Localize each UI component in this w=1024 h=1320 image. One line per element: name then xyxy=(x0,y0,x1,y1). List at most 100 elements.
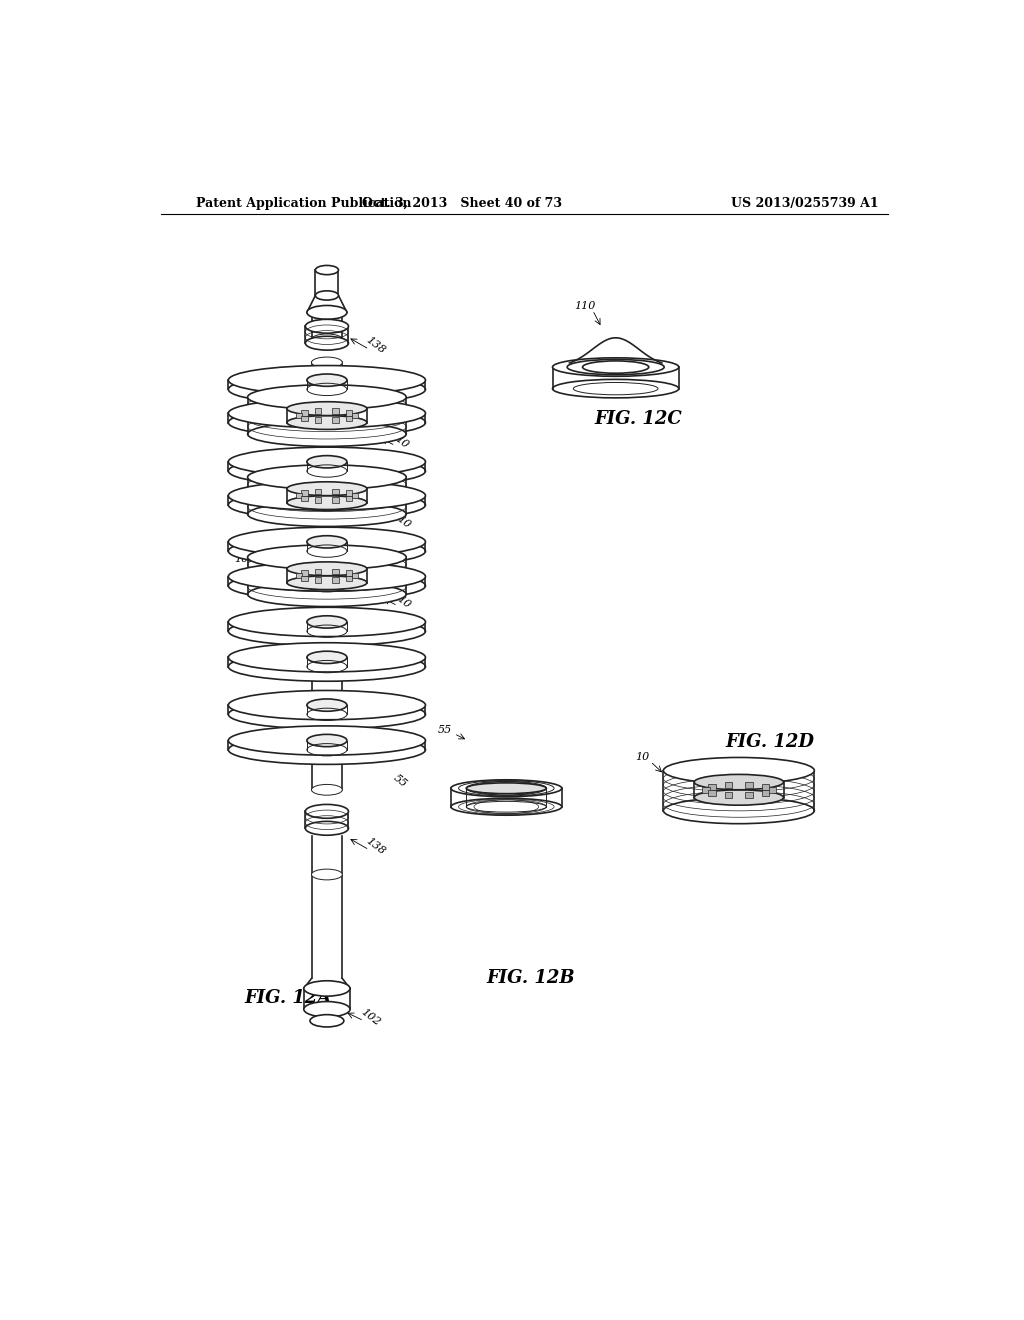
Text: FIG. 12B: FIG. 12B xyxy=(486,969,575,987)
Ellipse shape xyxy=(305,804,348,818)
Bar xyxy=(745,792,753,799)
Ellipse shape xyxy=(311,388,342,399)
Ellipse shape xyxy=(228,490,425,520)
Ellipse shape xyxy=(315,290,339,300)
Ellipse shape xyxy=(311,869,342,880)
Ellipse shape xyxy=(307,700,347,711)
Ellipse shape xyxy=(305,821,348,836)
Ellipse shape xyxy=(311,704,342,714)
Bar xyxy=(346,570,352,576)
Ellipse shape xyxy=(307,490,347,502)
Bar xyxy=(333,569,339,574)
Ellipse shape xyxy=(305,337,348,350)
Text: 102: 102 xyxy=(359,1006,382,1027)
Bar xyxy=(301,576,307,581)
Ellipse shape xyxy=(248,582,407,607)
Ellipse shape xyxy=(664,758,814,784)
Ellipse shape xyxy=(228,457,425,486)
Text: FIG. 12A: FIG. 12A xyxy=(245,989,332,1007)
Ellipse shape xyxy=(307,615,347,628)
Text: 10: 10 xyxy=(395,513,413,531)
Bar xyxy=(725,781,732,788)
Ellipse shape xyxy=(311,426,342,437)
Bar xyxy=(315,408,322,414)
Text: FIG. 12D: FIG. 12D xyxy=(725,733,814,751)
Ellipse shape xyxy=(248,385,407,409)
Bar xyxy=(315,488,322,494)
Text: US 2013/0255739 A1: US 2013/0255739 A1 xyxy=(731,197,879,210)
Bar xyxy=(333,417,339,422)
Ellipse shape xyxy=(304,981,350,997)
Ellipse shape xyxy=(451,780,562,797)
Text: 110: 110 xyxy=(392,704,416,725)
Ellipse shape xyxy=(451,799,562,816)
Bar xyxy=(351,413,357,418)
Bar xyxy=(301,496,307,502)
Bar xyxy=(709,784,716,789)
Text: Oct. 3, 2013   Sheet 40 of 73: Oct. 3, 2013 Sheet 40 of 73 xyxy=(361,197,561,210)
Ellipse shape xyxy=(311,784,342,795)
Text: 55: 55 xyxy=(437,725,452,735)
Ellipse shape xyxy=(664,797,814,824)
Ellipse shape xyxy=(248,545,407,570)
Ellipse shape xyxy=(248,502,407,527)
Text: 110: 110 xyxy=(394,612,418,634)
Ellipse shape xyxy=(311,544,342,554)
Bar xyxy=(315,498,322,503)
Bar xyxy=(346,576,352,581)
Ellipse shape xyxy=(228,480,425,511)
Ellipse shape xyxy=(228,408,425,437)
Bar xyxy=(346,411,352,416)
Ellipse shape xyxy=(311,358,342,368)
Text: Patent Application Publication: Patent Application Publication xyxy=(196,197,412,210)
Ellipse shape xyxy=(307,374,347,387)
Ellipse shape xyxy=(228,616,425,645)
Bar xyxy=(315,417,322,422)
Text: 110: 110 xyxy=(574,301,596,312)
Ellipse shape xyxy=(307,734,347,747)
Ellipse shape xyxy=(305,319,348,333)
Bar xyxy=(333,408,339,414)
Ellipse shape xyxy=(307,536,347,548)
Ellipse shape xyxy=(311,746,342,756)
Bar xyxy=(333,498,339,503)
Text: 138: 138 xyxy=(364,836,387,857)
Ellipse shape xyxy=(311,586,342,597)
Text: 10: 10 xyxy=(395,594,413,610)
Text: 55: 55 xyxy=(390,387,408,404)
Bar xyxy=(709,789,716,796)
Ellipse shape xyxy=(311,334,342,345)
Text: 55: 55 xyxy=(391,772,409,789)
Ellipse shape xyxy=(287,416,367,429)
Text: FIG. 12C: FIG. 12C xyxy=(595,409,683,428)
Ellipse shape xyxy=(307,651,347,664)
Bar xyxy=(346,496,352,502)
Text: 110: 110 xyxy=(392,733,416,754)
Ellipse shape xyxy=(307,305,347,319)
Bar xyxy=(768,787,776,793)
Text: 10: 10 xyxy=(393,433,411,450)
Ellipse shape xyxy=(248,465,407,490)
Ellipse shape xyxy=(228,643,425,672)
Bar xyxy=(301,411,307,416)
Ellipse shape xyxy=(553,358,679,376)
Ellipse shape xyxy=(228,536,425,566)
Ellipse shape xyxy=(228,366,425,395)
Bar xyxy=(351,573,357,578)
Bar xyxy=(315,577,322,583)
Ellipse shape xyxy=(228,447,425,477)
Ellipse shape xyxy=(311,465,342,475)
Bar xyxy=(301,490,307,495)
Ellipse shape xyxy=(553,379,679,397)
Ellipse shape xyxy=(228,690,425,719)
Text: 110: 110 xyxy=(392,451,416,473)
Bar xyxy=(315,569,322,574)
Text: 55: 55 xyxy=(393,500,411,517)
Text: 10: 10 xyxy=(636,752,650,763)
Ellipse shape xyxy=(287,401,367,416)
Bar xyxy=(762,784,769,789)
Ellipse shape xyxy=(311,506,342,516)
Ellipse shape xyxy=(694,775,783,789)
Bar xyxy=(701,787,710,793)
Ellipse shape xyxy=(228,527,425,557)
